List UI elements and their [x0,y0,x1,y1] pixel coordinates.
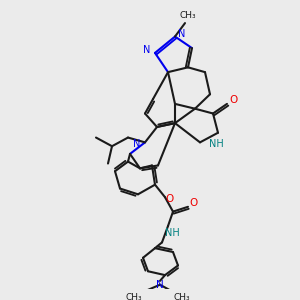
Text: N: N [133,139,141,149]
Text: N: N [143,45,151,55]
Text: O: O [190,198,198,208]
Text: CH₃: CH₃ [180,11,196,20]
Text: NH: NH [208,139,224,149]
Text: CH₃: CH₃ [126,293,142,300]
Text: O: O [166,194,174,204]
Text: N: N [178,29,186,39]
Text: O: O [229,95,237,105]
Text: NH: NH [165,228,179,238]
Text: CH₃: CH₃ [174,293,190,300]
Text: N: N [156,280,164,290]
